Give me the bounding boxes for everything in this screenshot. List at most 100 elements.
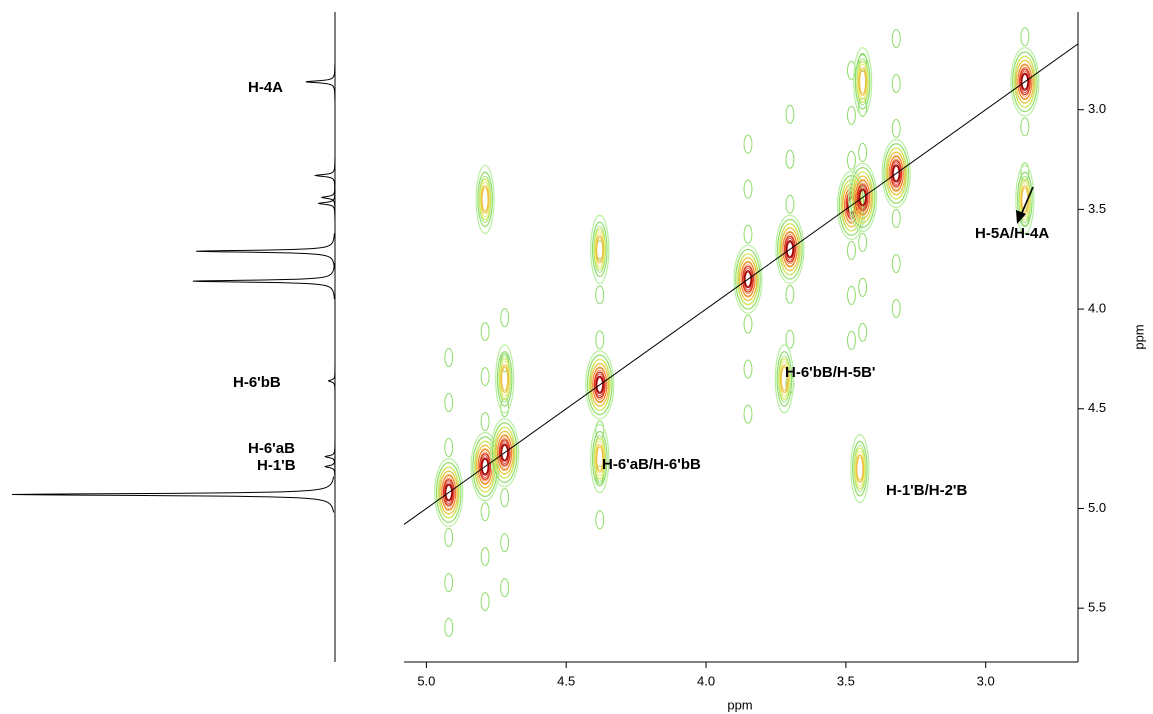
contour-ring bbox=[785, 240, 795, 259]
contour-ring bbox=[736, 253, 760, 306]
contour-ring bbox=[743, 267, 753, 291]
contour-ring bbox=[595, 235, 604, 264]
contour-ring bbox=[881, 138, 911, 209]
contour-ring bbox=[858, 67, 867, 96]
streak bbox=[444, 573, 454, 593]
contour-ring bbox=[777, 218, 803, 280]
cross-peak bbox=[848, 52, 878, 342]
peak-annotation: H-5A/H-4A bbox=[975, 225, 1049, 242]
x-tick-label: 3.5 bbox=[837, 673, 855, 688]
contour-ring bbox=[442, 479, 455, 506]
contour-ring bbox=[738, 257, 758, 302]
contour-ring bbox=[735, 248, 761, 310]
x-tick-label: 3.0 bbox=[977, 673, 995, 688]
streak bbox=[891, 119, 901, 139]
streak bbox=[595, 510, 605, 530]
contour-ring bbox=[495, 430, 515, 475]
contour-ring bbox=[883, 143, 910, 204]
contour-ring bbox=[479, 453, 491, 480]
contour-ring bbox=[886, 151, 906, 196]
streak bbox=[785, 104, 795, 124]
contour-ring bbox=[590, 363, 610, 407]
cross-peak bbox=[590, 424, 610, 494]
streak bbox=[743, 179, 753, 199]
contour-ring bbox=[852, 440, 868, 497]
streak bbox=[444, 393, 454, 413]
streak bbox=[444, 348, 454, 368]
contour-ring bbox=[853, 47, 873, 117]
contour-ring bbox=[779, 361, 790, 397]
contour-ring bbox=[1012, 51, 1038, 113]
contour-ring bbox=[780, 227, 800, 272]
spectrum-peak bbox=[320, 179, 336, 216]
contour-ring bbox=[435, 462, 462, 523]
contour-ring bbox=[855, 179, 871, 216]
contour-ring bbox=[481, 458, 489, 475]
streak bbox=[891, 209, 901, 229]
contour-ring bbox=[857, 64, 868, 100]
contour-ring bbox=[592, 367, 608, 403]
spectrum-peak bbox=[313, 157, 336, 194]
cross-peak bbox=[881, 29, 911, 319]
y-tick-label: 5.5 bbox=[1088, 600, 1106, 615]
contour-ring bbox=[849, 167, 876, 228]
contour-ring bbox=[501, 445, 508, 461]
spectrum-peak bbox=[327, 362, 336, 399]
contour-ring bbox=[595, 440, 605, 477]
contour-ring bbox=[859, 69, 866, 94]
contour-ring bbox=[593, 228, 606, 271]
cross-peak bbox=[775, 104, 805, 394]
cross-peak bbox=[853, 47, 873, 117]
spectrum-peak bbox=[192, 263, 335, 300]
contour-ring bbox=[475, 164, 495, 235]
y-tick-label: 3.5 bbox=[1088, 201, 1106, 216]
contour-ring bbox=[596, 446, 604, 471]
diagonal bbox=[404, 43, 1078, 525]
annotation-arrow bbox=[1020, 186, 1034, 216]
streak bbox=[480, 592, 490, 612]
contour-ring bbox=[500, 364, 509, 394]
contour-ring bbox=[490, 418, 520, 488]
y-tick-label: 4.0 bbox=[1088, 301, 1106, 316]
contour-ring bbox=[858, 188, 867, 207]
contour-ring bbox=[856, 60, 869, 103]
contour-ring bbox=[853, 447, 866, 490]
contour-ring bbox=[437, 466, 460, 519]
cross-peak bbox=[733, 134, 763, 424]
cross-peak bbox=[434, 348, 464, 638]
contour-ring bbox=[1018, 178, 1031, 221]
contour-ring bbox=[480, 185, 490, 214]
streak bbox=[743, 314, 753, 334]
y-tick-label: 3.0 bbox=[1088, 101, 1106, 116]
contour-ring bbox=[491, 422, 518, 483]
streak bbox=[846, 60, 856, 80]
streak bbox=[846, 285, 856, 305]
streak bbox=[480, 502, 490, 522]
contour-ring bbox=[892, 164, 901, 183]
contour-ring bbox=[596, 237, 604, 262]
contour-ring bbox=[785, 238, 795, 261]
x-tick-label: 4.0 bbox=[697, 673, 715, 688]
streak bbox=[595, 330, 605, 350]
streak bbox=[1020, 27, 1030, 47]
streak bbox=[480, 367, 490, 387]
streak bbox=[743, 224, 753, 244]
streak bbox=[1021, 0, 1029, 1]
streak bbox=[1020, 117, 1030, 137]
cross-peak bbox=[774, 344, 794, 414]
plot-area bbox=[404, 0, 1078, 638]
streak bbox=[500, 488, 510, 508]
spectrum-peak bbox=[324, 448, 336, 485]
streak bbox=[480, 322, 490, 342]
contour-ring bbox=[858, 186, 868, 209]
contour-ring bbox=[1020, 72, 1029, 91]
streak bbox=[785, 329, 795, 349]
streak bbox=[858, 142, 868, 162]
streak bbox=[743, 404, 753, 424]
contour-ring bbox=[586, 354, 613, 416]
contour-ring bbox=[1017, 64, 1033, 100]
contour-ring bbox=[498, 439, 511, 466]
streak bbox=[500, 533, 510, 553]
streak bbox=[846, 240, 856, 260]
contour-ring bbox=[585, 350, 615, 420]
